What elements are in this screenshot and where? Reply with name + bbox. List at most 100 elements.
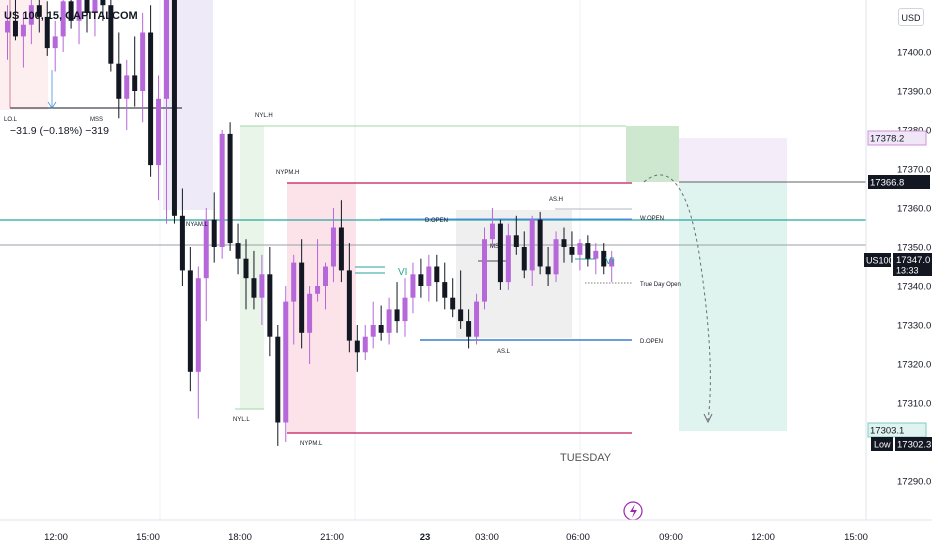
candle-body[interactable] [489,223,495,240]
currency-button[interactable]: USD [898,8,924,26]
lower-target-tag[interactable]: 17303.1 [867,422,927,438]
chart-title: US 100, 15, CAPITALCOM [4,10,138,22]
time-tick-label: 12:00 [751,532,775,543]
current-price-tag[interactable]: US100 17347.013:33 [864,253,932,276]
candle-body[interactable] [529,219,535,271]
candle-body[interactable] [442,282,448,298]
candle-body[interactable] [299,262,305,333]
candle-body[interactable] [251,278,257,298]
candle-body[interactable] [315,286,321,294]
candle-body[interactable] [545,266,551,275]
candle-body[interactable] [20,24,26,37]
candle-body[interactable] [593,250,599,259]
time-tick-label: 06:00 [566,532,590,543]
candle-body[interactable] [156,98,162,166]
candle-body[interactable] [275,336,281,423]
candle-body[interactable] [283,301,289,423]
candle-body[interactable] [132,75,138,91]
entry-price-tag-bg [868,175,930,189]
label-nyl-high: NYL.H [255,113,273,119]
candle-body[interactable] [569,247,575,255]
low-price-tag[interactable]: Low 17302.3 [871,437,932,451]
candle-body[interactable] [227,133,233,244]
candle-body[interactable] [36,5,42,17]
entry-price-tag[interactable]: 17366.8 [868,175,930,189]
candle-body[interactable] [68,1,74,21]
candle-body[interactable] [28,5,34,25]
candle-body[interactable] [187,270,193,372]
candle-body[interactable] [418,274,424,286]
candle-body[interactable] [386,309,392,333]
candle-body[interactable] [100,0,106,6]
candle-body[interactable] [140,32,146,92]
projection-curve [643,174,711,421]
candle-body[interactable] [307,293,313,333]
candle-body[interactable] [171,0,177,216]
candle-body[interactable] [203,219,209,279]
candle-body[interactable] [92,0,98,13]
candle-body[interactable] [124,75,130,99]
candle-body[interactable] [553,239,559,275]
candle-body[interactable] [426,266,432,287]
candle-body[interactable] [450,297,456,310]
candle-body[interactable] [521,247,527,271]
price-tick-label: 17360.0 [897,204,931,215]
candle-body[interactable] [179,215,185,271]
candle-body[interactable] [259,274,265,298]
candle-body[interactable] [243,258,249,279]
candle-body[interactable] [585,243,591,259]
label-lo-low: LO.L [4,117,18,123]
candle-body[interactable] [482,239,487,302]
candle-body[interactable] [513,235,519,247]
candle-body[interactable] [346,270,352,341]
candle-body[interactable] [323,266,328,287]
candle-body[interactable] [505,235,511,283]
candle-body[interactable] [466,321,472,337]
candle-body[interactable] [458,309,464,322]
price-tick-label: 17370.0 [897,165,931,176]
candle-body[interactable] [235,243,241,259]
candle-body[interactable] [354,340,360,353]
low-label-text: Low [874,440,891,450]
candle-body[interactable] [370,325,376,337]
candle-body[interactable] [219,133,225,247]
low-label-bg [871,437,893,451]
candle-body[interactable] [410,274,416,298]
candle-body[interactable] [362,336,368,353]
lower-target-tag-text: 17303.1 [870,426,904,437]
candle-body[interactable] [108,5,114,64]
candle-body[interactable] [76,0,82,21]
candle-body[interactable] [338,227,344,271]
candle-body[interactable] [601,250,607,267]
candle-body[interactable] [474,301,480,337]
upper-target-tag[interactable]: 17378.2 [867,130,927,146]
candle-body[interactable] [60,1,66,37]
label-vi-2: VI [605,256,614,267]
candle-body[interactable] [330,227,336,267]
candle-body[interactable] [434,266,440,283]
candle-body[interactable] [267,274,273,337]
candle-body[interactable] [164,0,169,99]
candle-body[interactable] [378,325,384,333]
candle-body[interactable] [402,297,408,322]
candle-body[interactable] [52,36,58,49]
candle-body[interactable] [84,0,90,14]
candle-body[interactable] [561,239,567,247]
candle-body[interactable] [394,309,400,322]
candle-body[interactable] [291,262,297,302]
candle-body[interactable] [148,32,154,166]
lightning-bolt-icon [630,504,637,518]
candle-body[interactable] [195,278,201,372]
candle-body[interactable] [12,20,18,37]
candle-body[interactable] [609,258,615,267]
candle-body[interactable] [537,219,543,267]
candle-body[interactable] [5,20,10,33]
candle-body[interactable] [577,243,583,255]
candle-body[interactable] [211,219,217,247]
low-value-text: 17302.3 [897,440,931,451]
candle-body[interactable] [44,16,50,49]
candle-body[interactable] [116,63,122,99]
candle-body[interactable] [497,223,503,283]
